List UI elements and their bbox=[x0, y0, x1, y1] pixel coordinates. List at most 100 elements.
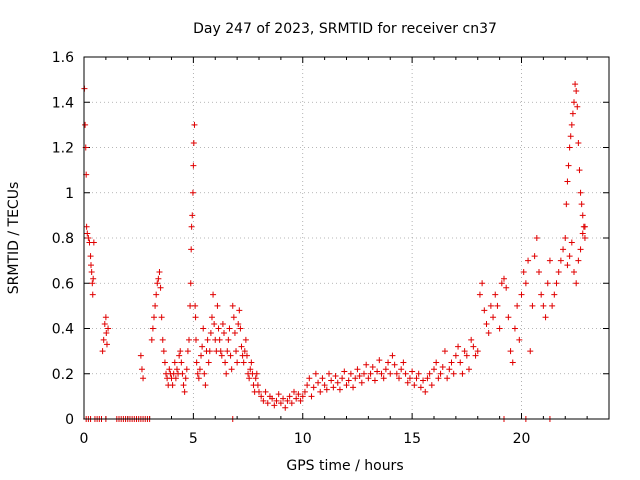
data-point bbox=[431, 366, 437, 373]
data-point bbox=[479, 280, 486, 287]
data-point bbox=[178, 359, 185, 366]
data-point bbox=[330, 384, 337, 391]
data-point bbox=[361, 370, 367, 377]
data-point bbox=[367, 370, 374, 377]
x-axis-label: GPS time / hours bbox=[286, 458, 403, 474]
data-point bbox=[391, 361, 398, 368]
x-tick-label: 5 bbox=[189, 431, 198, 447]
data-point bbox=[568, 121, 575, 128]
tick-labels: 0 5 10 15 20 0 0.2 0.4 0.6 0.8 1 1.2 1.4 1.6 bbox=[52, 50, 531, 447]
data-point bbox=[282, 404, 289, 411]
data-point bbox=[181, 388, 188, 395]
data-point bbox=[83, 223, 90, 230]
data-point bbox=[378, 370, 385, 377]
data-point bbox=[448, 359, 455, 366]
data-point bbox=[575, 257, 582, 264]
y-tick-label: 0.2 bbox=[52, 367, 74, 383]
data-point bbox=[82, 121, 89, 128]
data-point bbox=[156, 268, 163, 275]
data-point bbox=[511, 325, 518, 332]
data-point bbox=[574, 103, 581, 110]
data-point bbox=[194, 370, 201, 377]
data-point bbox=[241, 348, 248, 355]
data-point bbox=[567, 133, 574, 140]
data-point bbox=[315, 379, 322, 386]
x-tick-label: 15 bbox=[403, 431, 421, 447]
data-point bbox=[387, 370, 394, 377]
data-point bbox=[576, 167, 583, 174]
data-point bbox=[199, 343, 206, 350]
data-point bbox=[409, 368, 416, 375]
data-point bbox=[236, 307, 243, 314]
data-point bbox=[189, 189, 196, 196]
data-point bbox=[252, 375, 259, 382]
data-point bbox=[286, 393, 293, 400]
data-point bbox=[155, 275, 162, 282]
data-point bbox=[531, 253, 538, 260]
data-point bbox=[332, 373, 339, 380]
data-point bbox=[234, 359, 241, 366]
data-point bbox=[553, 280, 560, 287]
data-point bbox=[184, 348, 191, 355]
data-point bbox=[190, 162, 197, 169]
data-point bbox=[284, 397, 291, 404]
data-point bbox=[494, 302, 501, 309]
data-point bbox=[487, 302, 494, 309]
data-point bbox=[84, 230, 91, 237]
data-point bbox=[566, 253, 573, 260]
data-points bbox=[81, 81, 588, 422]
data-point bbox=[188, 223, 195, 230]
data-point bbox=[224, 348, 231, 355]
data-point bbox=[196, 366, 203, 373]
data-point bbox=[470, 343, 477, 350]
data-point bbox=[339, 375, 346, 382]
data-point bbox=[417, 384, 424, 391]
data-point bbox=[288, 400, 295, 407]
data-point bbox=[389, 352, 396, 359]
data-point bbox=[466, 366, 472, 373]
data-point bbox=[433, 359, 440, 366]
data-point bbox=[365, 375, 372, 382]
data-point bbox=[579, 230, 586, 237]
x-tick-label: 0 bbox=[80, 431, 89, 447]
data-point bbox=[533, 235, 540, 241]
data-point bbox=[400, 359, 407, 366]
data-point bbox=[227, 352, 234, 359]
data-point bbox=[404, 379, 411, 386]
x-tick-label: 10 bbox=[294, 431, 312, 447]
data-point bbox=[354, 366, 361, 373]
data-point bbox=[319, 375, 326, 382]
data-point bbox=[474, 348, 481, 355]
data-point bbox=[258, 393, 265, 400]
data-point bbox=[85, 235, 92, 241]
data-point bbox=[90, 275, 97, 282]
data-point bbox=[571, 99, 577, 106]
data-point bbox=[527, 348, 534, 355]
data-point bbox=[205, 359, 212, 366]
data-point bbox=[501, 275, 507, 282]
data-point bbox=[492, 291, 499, 298]
data-point bbox=[186, 336, 192, 343]
data-point bbox=[207, 330, 214, 337]
data-point bbox=[352, 375, 359, 382]
data-point bbox=[580, 223, 587, 230]
data-point bbox=[188, 246, 195, 253]
data-point bbox=[193, 336, 199, 343]
data-point bbox=[426, 370, 433, 377]
data-point bbox=[173, 366, 180, 373]
y-tick-label: 0 bbox=[65, 412, 74, 428]
data-point bbox=[343, 382, 350, 389]
data-point bbox=[154, 280, 161, 287]
data-point bbox=[557, 257, 564, 264]
data-point bbox=[569, 110, 576, 117]
data-point bbox=[573, 87, 580, 94]
data-point bbox=[105, 325, 112, 332]
data-point bbox=[457, 359, 464, 366]
y-tick-label: 0.8 bbox=[52, 231, 74, 247]
data-point bbox=[573, 280, 580, 287]
axis-ticks bbox=[83, 56, 610, 420]
data-point bbox=[216, 336, 223, 343]
data-point bbox=[520, 268, 527, 275]
data-point bbox=[321, 382, 328, 389]
data-point bbox=[151, 314, 157, 321]
